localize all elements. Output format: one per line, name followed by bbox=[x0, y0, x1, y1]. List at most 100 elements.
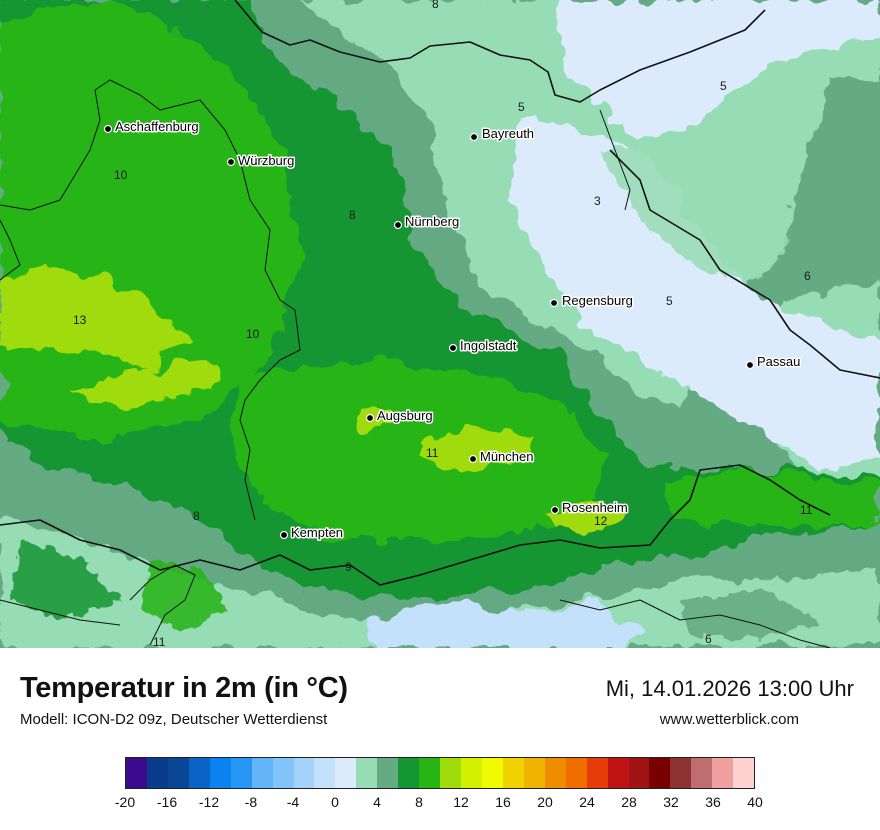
temperature-map: 8 5 5 10 3 8 6 13 10 5 11 8 12 11 9 11 6… bbox=[0, 0, 880, 648]
colorbar-swatch bbox=[440, 758, 461, 788]
isotherm-labels: 8 5 5 10 3 8 6 13 10 5 11 8 12 11 9 11 6 bbox=[73, 0, 813, 648]
colorbar-tick-label: 20 bbox=[537, 794, 553, 810]
city-regensburg[interactable]: Regensburg bbox=[549, 292, 634, 310]
colorbar-tick-label: -12 bbox=[198, 794, 220, 810]
isotherm-label: 11 bbox=[426, 446, 439, 460]
colorbar-swatch bbox=[565, 758, 587, 788]
city-dot bbox=[550, 505, 560, 515]
city-bayreuth[interactable]: Bayreuth bbox=[469, 125, 536, 143]
colorbar-swatch bbox=[251, 758, 273, 788]
isotherm-label: 8 bbox=[193, 509, 200, 523]
city-dot bbox=[448, 343, 458, 353]
city-label: Rosenheim bbox=[562, 500, 628, 515]
city-kempten[interactable]: Kempten bbox=[279, 524, 345, 542]
colorbar-swatch bbox=[733, 758, 755, 788]
colorbar-swatch bbox=[209, 758, 231, 788]
city-dot bbox=[103, 124, 113, 134]
city-dot bbox=[279, 530, 289, 540]
isotherm-label: 6 bbox=[705, 632, 712, 646]
isotherm-label: 10 bbox=[246, 327, 260, 341]
city-dot bbox=[226, 157, 236, 167]
colorbar-swatch bbox=[167, 758, 189, 788]
colorbar-tick-label: 28 bbox=[621, 794, 637, 810]
city-label: Augsburg bbox=[377, 408, 433, 423]
colorbar-tick-label: 12 bbox=[453, 794, 469, 810]
city-label: Passau bbox=[757, 354, 800, 369]
city-rosenheim[interactable]: Rosenheim bbox=[550, 499, 629, 517]
isotherm-label: 5 bbox=[720, 79, 727, 93]
colorbar-ticks: -20 -16 -12 -8 -4 0 4 8 12 16 20 24 28 32 36 40 bbox=[0, 794, 880, 814]
isotherm-label: 11 bbox=[800, 503, 813, 517]
isotherm-label: 5 bbox=[518, 100, 525, 114]
isotherm-label: 5 bbox=[666, 294, 673, 308]
forecast-datetime: Mi, 14.01.2026 13:00 Uhr bbox=[605, 676, 854, 701]
isotherm-label: 9 bbox=[345, 560, 352, 574]
isotherm-label: 10 bbox=[114, 168, 128, 182]
city-passau[interactable]: Passau bbox=[745, 353, 802, 371]
city-label: Aschaffenburg bbox=[115, 119, 199, 134]
city-wuerzburg[interactable]: Würzburg bbox=[226, 152, 296, 170]
colorbar-swatch bbox=[712, 758, 734, 788]
city-dot bbox=[745, 360, 755, 370]
colorbar-tick-label: 8 bbox=[415, 794, 423, 810]
colorbar-tick-label: -16 bbox=[156, 794, 178, 810]
colorbar-swatch bbox=[146, 758, 168, 788]
colorbar-tick-label: 0 bbox=[331, 794, 339, 810]
city-aschaffenburg[interactable]: Aschaffenburg bbox=[103, 118, 200, 136]
city-muenchen[interactable]: München bbox=[468, 448, 535, 466]
isotherm-label: 3 bbox=[594, 194, 601, 208]
colorbar-swatch bbox=[314, 758, 336, 788]
city-augsburg[interactable]: Augsburg bbox=[365, 407, 434, 425]
isotherm-label: 12 bbox=[594, 514, 608, 528]
isotherm-label: 13 bbox=[73, 313, 87, 327]
city-label: Nürnberg bbox=[405, 214, 459, 229]
city-label: Bayreuth bbox=[482, 126, 534, 141]
temperature-texture bbox=[10, 20, 820, 640]
city-dot bbox=[393, 220, 403, 230]
colorbar-tick-label: 36 bbox=[705, 794, 721, 810]
temperature-colorbar bbox=[125, 757, 755, 789]
colorbar-swatch bbox=[628, 758, 650, 788]
map-footer: Temperatur in 2m (in °C) Modell: ICON-D2… bbox=[0, 648, 880, 830]
city-ingolstadt[interactable]: Ingolstadt bbox=[448, 337, 518, 355]
colorbar-swatch bbox=[272, 758, 294, 788]
model-info: Modell: ICON-D2 09z, Deutscher Wetterdie… bbox=[20, 711, 328, 728]
colorbar-swatch bbox=[419, 758, 441, 788]
colorbar-swatch bbox=[126, 758, 147, 788]
website-link[interactable]: www.wetterblick.com bbox=[659, 711, 799, 728]
city-dot bbox=[469, 132, 479, 142]
colorbar-swatch bbox=[377, 758, 399, 788]
city-label: München bbox=[480, 449, 533, 464]
city-dot bbox=[365, 413, 375, 423]
colorbar-swatch bbox=[502, 758, 524, 788]
isotherm-label: 8 bbox=[349, 208, 356, 222]
city-markers: Aschaffenburg Würzburg Bayreuth Nürnberg… bbox=[103, 118, 802, 542]
colorbar-tick-label: -4 bbox=[286, 794, 300, 810]
isotherm-label: 6 bbox=[804, 269, 811, 283]
isotherm-label: 11 bbox=[153, 635, 166, 648]
colorbar-swatch bbox=[398, 758, 420, 788]
colorbar-swatch bbox=[607, 758, 629, 788]
colorbar-tick-label: -8 bbox=[244, 794, 258, 810]
colorbar-swatch bbox=[691, 758, 713, 788]
colorbar-swatch bbox=[586, 758, 608, 788]
colorbar-swatch bbox=[188, 758, 210, 788]
city-nuernberg[interactable]: Nürnberg bbox=[393, 213, 461, 231]
colorbar-tick-label: 40 bbox=[747, 794, 763, 810]
colorbar-swatch bbox=[461, 758, 482, 788]
city-label: Kempten bbox=[291, 525, 343, 540]
map-title: Temperatur in 2m (in °C) bbox=[20, 672, 348, 704]
isotherm-label: 8 bbox=[432, 0, 439, 11]
colorbar-swatch bbox=[649, 758, 671, 788]
colorbar-tick-label: 16 bbox=[495, 794, 511, 810]
colorbar-swatch bbox=[523, 758, 545, 788]
colorbar-swatch bbox=[356, 758, 378, 788]
colorbar-swatch bbox=[670, 758, 692, 788]
city-label: Regensburg bbox=[562, 293, 633, 308]
city-label: Würzburg bbox=[238, 153, 294, 168]
colorbar-swatch bbox=[544, 758, 566, 788]
colorbar-swatch bbox=[293, 758, 315, 788]
city-label: Ingolstadt bbox=[460, 338, 517, 353]
city-dot bbox=[468, 454, 478, 464]
colorbar-tick-label: 32 bbox=[663, 794, 679, 810]
